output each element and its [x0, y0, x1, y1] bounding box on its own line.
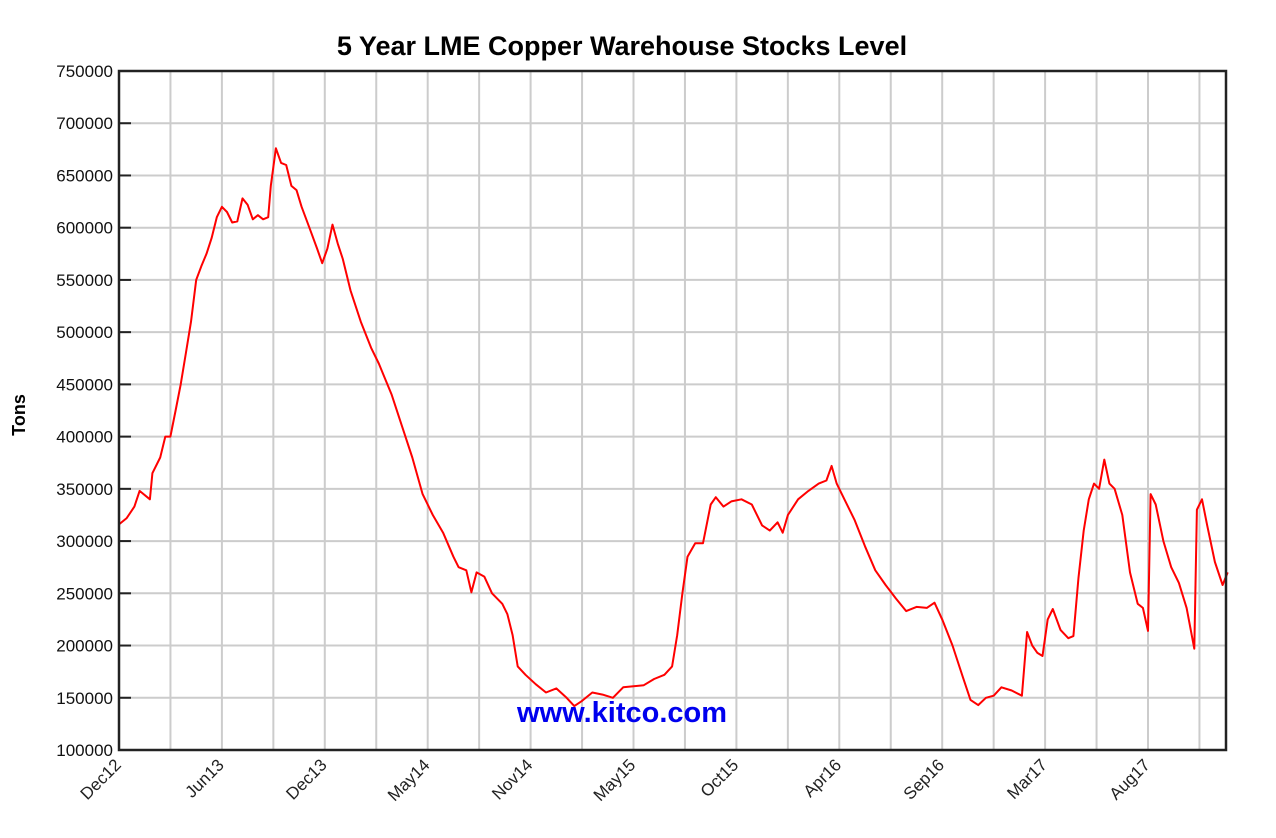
x-tick-label: Apr16: [800, 755, 846, 801]
x-tick-label: Nov14: [488, 755, 536, 803]
x-tick-label: Oct15: [697, 755, 743, 801]
y-tick-label: 100000: [56, 741, 113, 760]
y-tick-label: 400000: [56, 428, 113, 447]
x-tick-label: May15: [590, 755, 640, 805]
y-tick-label: 750000: [56, 62, 113, 81]
y-tick-label: 300000: [56, 532, 113, 551]
chart-title: 5 Year LME Copper Warehouse Stocks Level: [337, 31, 907, 61]
data-line: [118, 147, 1229, 708]
x-tick-label: Dec12: [77, 755, 125, 803]
x-tick-label: Sep16: [900, 755, 948, 803]
watermark: www.kitco.com: [516, 697, 727, 729]
x-axis-ticks: Dec12 Jun13 Dec13 May14 Nov14 May15 Oct15 Apr16…: [77, 755, 1154, 805]
y-tick-label: 700000: [56, 114, 113, 133]
x-tick-label: Dec13: [282, 755, 330, 803]
x-tick-label: Mar17: [1003, 755, 1051, 803]
series-line: [118, 147, 1229, 708]
gridlines: [119, 71, 1226, 750]
y-tick-label: 450000: [56, 375, 113, 394]
y-tick-label: 200000: [56, 637, 113, 656]
x-tick-label: Jun13: [182, 755, 228, 801]
y-tick-label: 150000: [56, 689, 113, 708]
y-axis-label: Tons: [9, 394, 29, 436]
y-tick-label: 250000: [56, 584, 113, 603]
plot-frame: [117, 69, 1228, 752]
y-tick-label: 350000: [56, 480, 113, 499]
y-tick-label: 500000: [56, 323, 113, 342]
y-tick-label: 550000: [56, 271, 113, 290]
y-tick-label: 600000: [56, 219, 113, 238]
y-tick-label: 650000: [56, 166, 113, 185]
x-tick-label: Aug17: [1106, 755, 1154, 803]
x-tick-label: May14: [384, 755, 434, 805]
y-axis-ticks: 100000 150000 200000 250000 300000 350000 4000…: [56, 62, 131, 760]
